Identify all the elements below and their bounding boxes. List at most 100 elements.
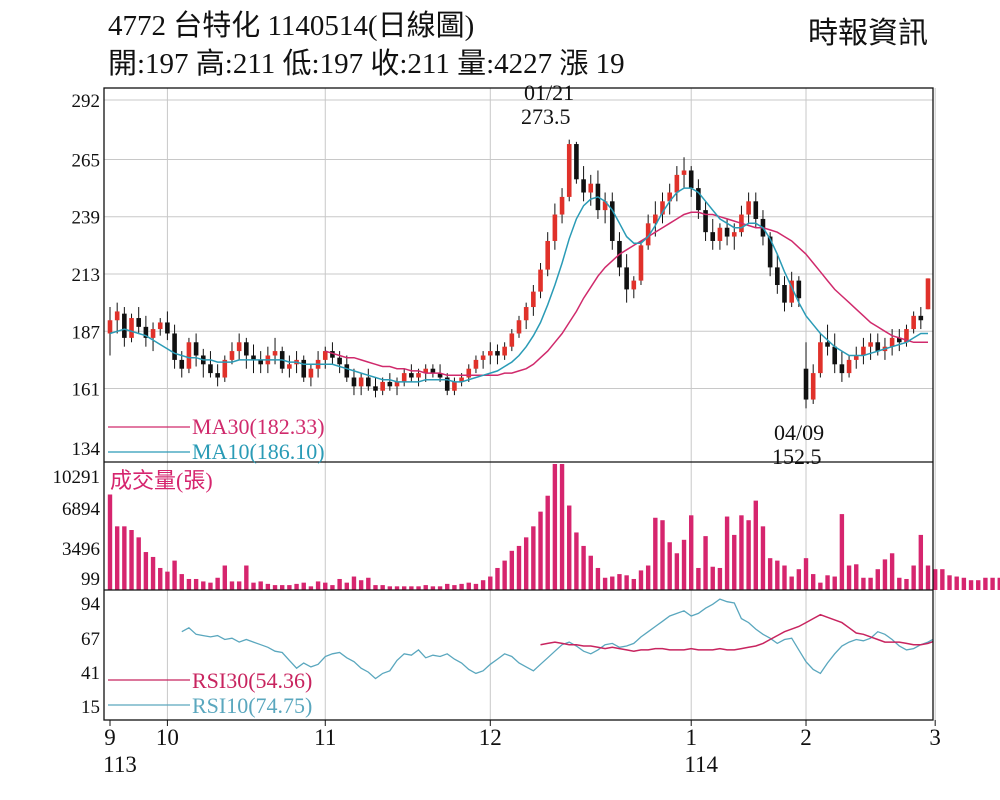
- candle-body: [868, 342, 873, 347]
- rsi-tick-label: 41: [81, 663, 100, 684]
- candle-body: [523, 307, 529, 321]
- candle-body: [366, 377, 371, 387]
- volume-bar: [409, 586, 414, 590]
- candle-body: [502, 346, 507, 356]
- volume-bar: [330, 585, 335, 590]
- candle-body: [796, 280, 802, 299]
- candle-body: [717, 227, 723, 241]
- ma10-legend-label: MA10(186.10): [192, 439, 325, 464]
- panel-frames: [103, 87, 934, 721]
- ohlc-summary: 開:197 高:211 低:197 收:211 量:4227 漲 19: [108, 48, 625, 80]
- candle-body: [287, 364, 292, 369]
- volume-bar: [624, 575, 629, 590]
- volume-bar: [229, 581, 235, 590]
- volume-bar: [904, 578, 909, 590]
- x-tick-label: 12: [479, 725, 502, 750]
- candle-body: [803, 368, 809, 400]
- grid-lines: [104, 88, 936, 720]
- volume-bar: [158, 567, 163, 590]
- candle-body: [624, 267, 629, 290]
- volume-bar: [416, 586, 421, 590]
- candle-body: [337, 357, 342, 365]
- volume-bar: [976, 580, 981, 590]
- volume-bar: [437, 586, 443, 590]
- brand-label: 時報資訊: [808, 17, 928, 50]
- candle-body: [179, 359, 185, 369]
- volume-bar: [588, 555, 593, 590]
- price-tick-label: 161: [72, 380, 101, 401]
- volume-panel: [107, 464, 1000, 590]
- candle-body: [559, 196, 565, 215]
- volume-bar: [918, 534, 924, 590]
- volume-bar: [172, 560, 177, 590]
- volume-bar: [287, 585, 292, 590]
- candle-body: [918, 315, 924, 321]
- candle-body: [832, 346, 838, 365]
- candle-body: [767, 236, 773, 268]
- candle-body: [818, 342, 823, 374]
- candle-body: [889, 337, 895, 347]
- volume-title: 成交量(張): [110, 468, 213, 493]
- volume-bar: [280, 585, 285, 590]
- volume-bar: [559, 464, 565, 590]
- volume-bar: [674, 553, 680, 590]
- candle-body: [416, 373, 421, 378]
- volume-bar: [301, 582, 306, 590]
- volume-bar: [165, 571, 170, 590]
- volume-bar: [739, 515, 744, 590]
- volume-bar: [193, 578, 199, 590]
- rsi10-legend-label: RSI10(74.75): [192, 693, 312, 718]
- candle-body: [186, 342, 192, 369]
- rsi30-line: [540, 613, 933, 652]
- candle-body: [509, 333, 515, 347]
- candle-body: [731, 232, 737, 237]
- volume-bar: [810, 574, 816, 590]
- volume-bar: [954, 576, 959, 590]
- rsi-lines: [181, 598, 933, 680]
- candle-body: [394, 381, 400, 387]
- volume-bar: [495, 567, 500, 590]
- volume-bar: [638, 570, 644, 590]
- candle-body: [480, 355, 486, 360]
- candle-body: [143, 326, 149, 338]
- volume-bar: [244, 565, 249, 590]
- volume-bar: [947, 575, 952, 590]
- volume-bar: [531, 526, 536, 590]
- volume-bar: [861, 577, 866, 590]
- volume-bar: [617, 574, 622, 590]
- candle-body: [710, 232, 716, 241]
- volume-bar: [610, 576, 615, 590]
- volume-bar: [222, 565, 228, 590]
- volume-bar: [323, 582, 328, 590]
- candle-body: [660, 201, 665, 215]
- candle-body: [846, 359, 852, 374]
- candle-body: [258, 359, 263, 365]
- rsi-tick-label: 94: [81, 594, 101, 615]
- candle-body: [703, 210, 708, 233]
- candle-body: [545, 240, 551, 270]
- volume-bar: [796, 569, 802, 590]
- volume-bar: [373, 585, 378, 590]
- volume-tick-label: 6894: [62, 499, 101, 520]
- volume-bar: [251, 582, 256, 590]
- volume-bar: [767, 558, 773, 590]
- chart-frame: [103, 87, 934, 721]
- candle-body: [172, 333, 177, 360]
- volume-bar: [574, 532, 579, 590]
- volume-bar: [660, 520, 665, 590]
- volume-bar: [667, 542, 672, 590]
- candle-body: [251, 355, 256, 360]
- volume-bar: [552, 464, 558, 590]
- volume-bar: [523, 537, 529, 590]
- candle-body: [782, 285, 787, 303]
- volume-bar: [502, 560, 507, 590]
- candle-body: [236, 342, 242, 352]
- candle-body: [574, 144, 579, 180]
- volume-bar: [595, 567, 601, 590]
- ma30-line: [325, 211, 928, 377]
- volume-bar: [258, 581, 263, 590]
- volume-bar: [351, 576, 357, 590]
- volume-bar: [380, 585, 385, 590]
- candle-body: [150, 329, 156, 338]
- volume-bar: [889, 553, 895, 590]
